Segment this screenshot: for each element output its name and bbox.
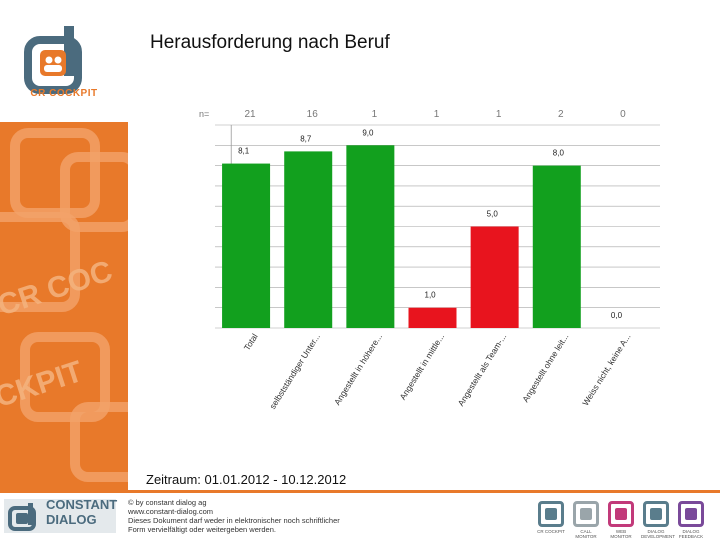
data-label: 9,0 (362, 128, 374, 137)
product-icon-label: DIALOG DEVELOPMENT (641, 529, 676, 539)
footer-brand-line1: CONSTANT (46, 497, 118, 512)
product-icon-label: WEB MONITOR (610, 529, 632, 539)
footer-line: www.constant-dialog.com (128, 507, 214, 516)
bar (346, 145, 395, 328)
product-icon (643, 501, 669, 527)
product-icon (573, 501, 599, 527)
data-label: 8,7 (300, 134, 312, 143)
category-label: Angestellt ohne leit... (520, 332, 570, 404)
product-icon-inner (615, 508, 627, 520)
n-count: 16 (307, 109, 319, 120)
sidebar: CR COCKPIT CR COC CKPIT (0, 0, 128, 490)
data-label: 8,1 (238, 147, 250, 156)
date-range: Zeitraum: 01.01.2012 - 10.12.2012 (146, 472, 347, 487)
product-icon-label: CR COCKPIT (537, 529, 565, 534)
data-label: 0,0 (611, 311, 623, 320)
footer-copyright: © by constant dialog ag www.constant-dia… (128, 498, 340, 534)
category-label: selbstständiger Unter... (267, 332, 322, 411)
data-label: 8,0 (553, 149, 565, 158)
page-title: Herausforderung nach Beruf (150, 32, 390, 53)
n-count: 1 (434, 109, 440, 120)
sidebar-background: CR COC CKPIT (0, 122, 128, 490)
n-count: 0 (620, 109, 626, 120)
data-label: 1,0 (425, 291, 437, 300)
footer-line: Form vervielfältigt oder weitergeben wer… (128, 525, 276, 534)
footer-brand-line2: DIALOG (46, 512, 97, 527)
product-icon (678, 501, 704, 527)
category-label: Weiss nicht, keine A... (580, 332, 632, 408)
data-label: 5,0 (487, 210, 499, 219)
footer: CONSTANT DIALOG © by constant dialog ag … (0, 490, 720, 543)
product-icon-inner (580, 508, 592, 520)
category-label: Angestellt in mittle... (397, 332, 446, 402)
footer-brand: CONSTANT DIALOG (46, 497, 117, 527)
cr-cockpit-logo (24, 26, 82, 94)
product-icon-label: CALL MONITOR (575, 529, 597, 539)
category-label: Total (242, 332, 260, 353)
category-label: Angestellt in höhere... (332, 332, 384, 407)
footer-line: Dieses Dokument darf weder in elektronis… (128, 516, 340, 525)
product-icon-inner (650, 508, 662, 520)
footer-line: © by constant dialog ag (128, 498, 207, 507)
product-icon-label: DIALOG FEEDBACK (678, 529, 704, 539)
bar (532, 165, 581, 328)
bar (408, 307, 457, 328)
product-icon (538, 501, 564, 527)
product-icon (608, 501, 634, 527)
bar (470, 226, 519, 328)
n-count: 21 (245, 109, 257, 120)
logo-caption: CR COCKPIT (30, 88, 98, 99)
bar (222, 163, 271, 328)
n-label: n= (199, 109, 209, 119)
n-count: 1 (372, 109, 378, 120)
n-count: 2 (558, 109, 564, 120)
category-label: Angestellt als Team-... (456, 332, 509, 408)
n-count: 1 (496, 109, 502, 120)
bar (284, 151, 333, 328)
constant-dialog-logo-icon (8, 503, 36, 531)
product-icon-inner (545, 508, 557, 520)
product-icon-inner (685, 508, 697, 520)
